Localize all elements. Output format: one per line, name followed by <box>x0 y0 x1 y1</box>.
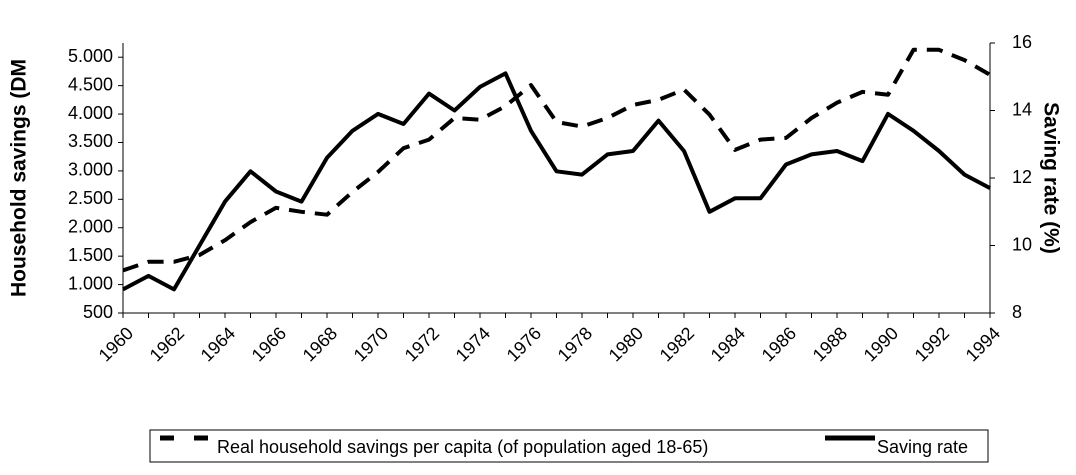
series-line <box>122 47 991 273</box>
y-axis-label: Household savings (DM <box>8 59 31 297</box>
x-tick-label: 1994 <box>962 323 1004 365</box>
x-tick-label: 1980 <box>605 323 647 365</box>
y2-tick-label: 10 <box>1012 234 1032 254</box>
x-tick-label: 1970 <box>350 323 392 365</box>
y-tick-label: 2.500 <box>68 188 113 208</box>
x-tick-label: 1960 <box>95 323 137 365</box>
x-tick-label: 1982 <box>656 323 698 365</box>
x-tick-label: 1976 <box>503 323 545 365</box>
x-tick-label: 1992 <box>911 323 953 365</box>
x-tick-label: 1962 <box>146 323 188 365</box>
y-tick-label: 4.000 <box>68 103 113 123</box>
legend-label: Saving rate <box>877 437 968 457</box>
series-line <box>122 71 991 292</box>
y2-tick-label: 8 <box>1012 302 1022 322</box>
legend-box <box>149 429 989 463</box>
x-tick-label: 1974 <box>452 323 494 365</box>
y-tick-label: 3.000 <box>68 160 113 180</box>
y-tick-label: 3.500 <box>68 131 113 151</box>
y-tick-label: 5.000 <box>68 46 113 66</box>
x-tick-label: 1968 <box>299 323 341 365</box>
x-tick-label: 1972 <box>401 323 443 365</box>
x-tick-label: 1984 <box>707 323 749 365</box>
legend-label: Real household savings per capita (of po… <box>217 437 708 457</box>
y2-tick-label: 12 <box>1012 167 1032 187</box>
y-tick-label: 1.500 <box>68 245 113 265</box>
y2-axis-label: Saving rate (%) <box>1039 102 1062 254</box>
x-tick-label: 1964 <box>197 323 239 365</box>
y-tick-label: 4.500 <box>68 74 113 94</box>
y2-tick-label: 16 <box>1012 32 1032 52</box>
y2-tick-label: 14 <box>1012 99 1032 119</box>
x-tick-label: 1978 <box>554 323 596 365</box>
y-tick-label: 2.000 <box>68 216 113 236</box>
x-tick-label: 1988 <box>809 323 851 365</box>
y-tick-label: 500 <box>83 302 113 322</box>
x-tick-label: 1966 <box>248 323 290 365</box>
x-tick-label: 1986 <box>758 323 800 365</box>
y-tick-label: 1.000 <box>68 273 113 293</box>
x-tick-label: 1990 <box>860 323 902 365</box>
